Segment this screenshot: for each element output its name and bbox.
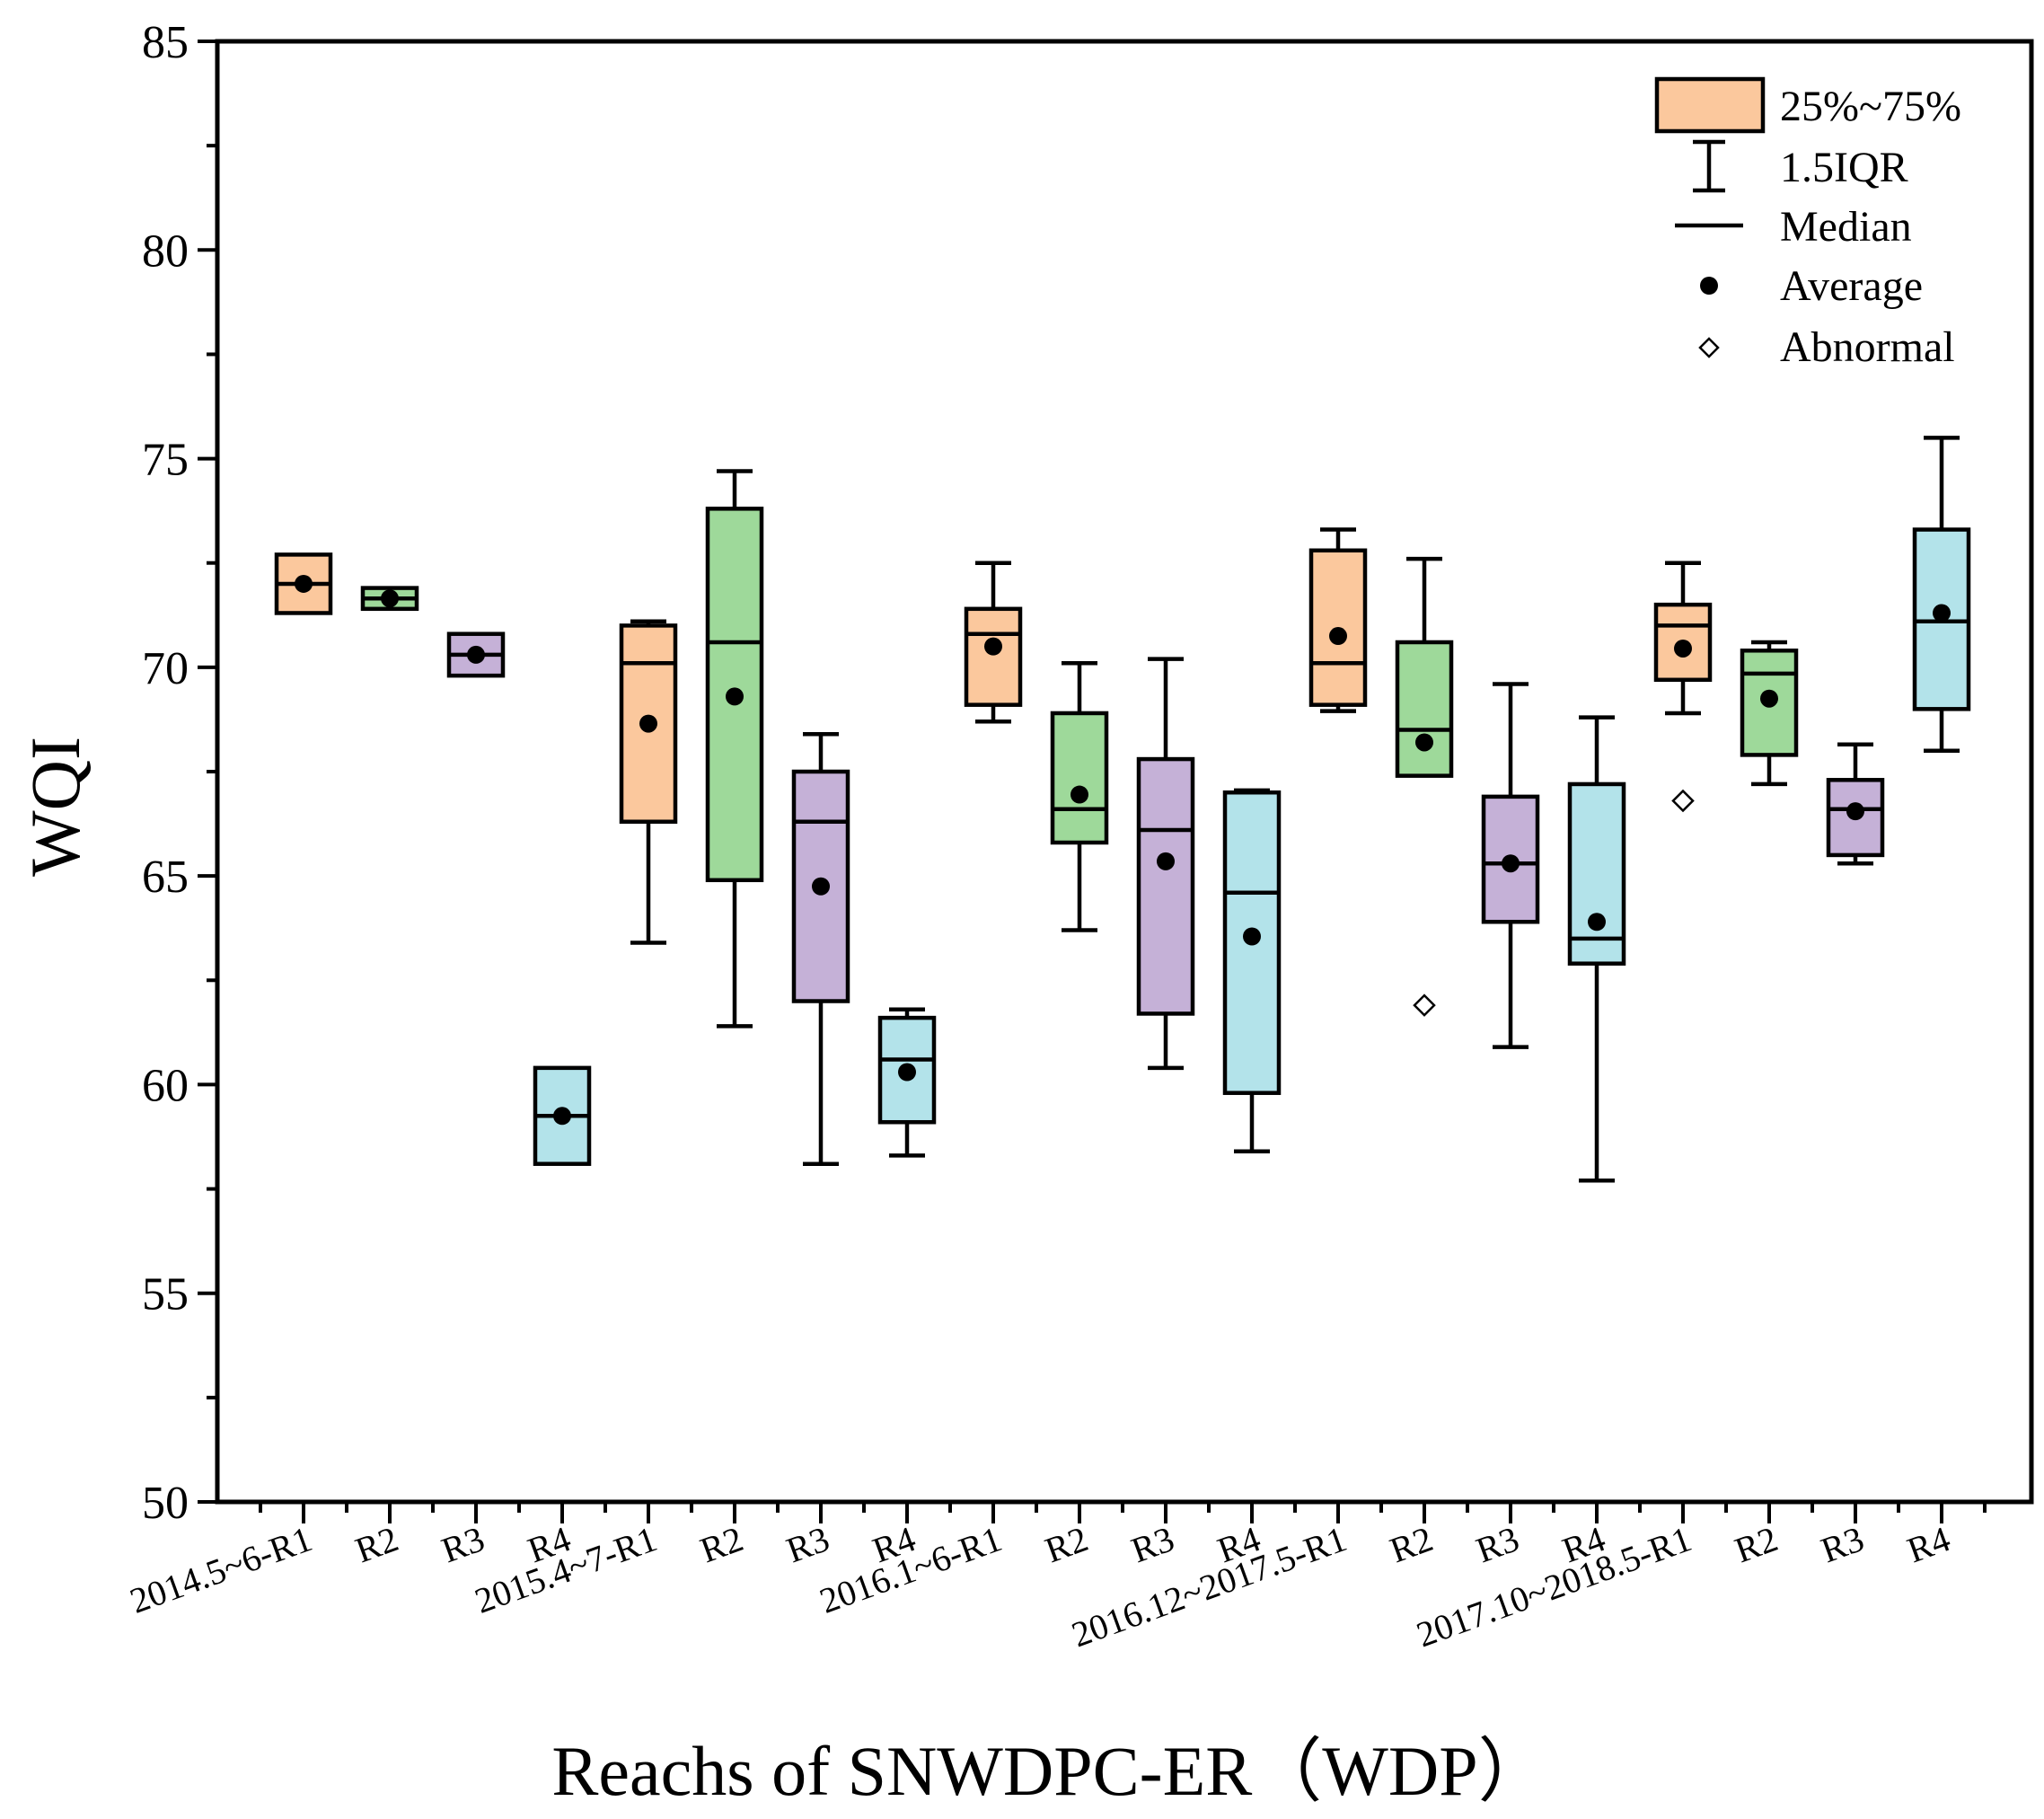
x-category-label: R2 bbox=[350, 1518, 403, 1570]
box-group bbox=[1740, 640, 1799, 787]
legend-mean-swatch bbox=[1700, 277, 1718, 295]
x-category-label: R3 bbox=[1126, 1518, 1179, 1570]
iqr-box bbox=[1567, 781, 1626, 966]
x-category-label: R3 bbox=[436, 1518, 489, 1570]
iqr-box bbox=[1395, 640, 1454, 778]
box-group bbox=[533, 1065, 592, 1166]
mean-point bbox=[381, 589, 399, 608]
iqr-box bbox=[1222, 790, 1282, 1095]
legend-label-mean: Average bbox=[1780, 262, 1923, 310]
mean-point bbox=[812, 877, 830, 896]
x-category-label: R2 bbox=[1040, 1518, 1093, 1570]
mean-point bbox=[1588, 913, 1606, 932]
x-category-label: R3 bbox=[781, 1518, 834, 1570]
box-group bbox=[1481, 682, 1540, 1049]
mean-point bbox=[553, 1107, 571, 1126]
x-axis-title: Reachs of SNWDPC-ER（WDP） bbox=[551, 1732, 1547, 1810]
box-group bbox=[705, 469, 764, 1029]
box-group bbox=[619, 619, 678, 945]
mean-point bbox=[1846, 802, 1864, 821]
mean-point bbox=[1933, 604, 1951, 623]
iqr-box bbox=[1136, 756, 1195, 1016]
iqr-box bbox=[964, 606, 1023, 707]
mean-point bbox=[1157, 852, 1175, 870]
x-category-label: 2014.5~6-R1 bbox=[125, 1518, 317, 1621]
legend-label-whisker: 1.5IQR bbox=[1780, 144, 1908, 191]
mean-point bbox=[1674, 639, 1692, 658]
box-group bbox=[1653, 561, 1713, 813]
y-tick-label: 55 bbox=[142, 1269, 189, 1320]
box-group bbox=[274, 552, 333, 615]
legend-label-median: Median bbox=[1780, 203, 1912, 251]
y-tick-label: 50 bbox=[142, 1478, 189, 1529]
mean-point bbox=[1760, 689, 1778, 708]
outlier-point bbox=[1671, 789, 1695, 813]
mean-point bbox=[1502, 854, 1520, 873]
box-group bbox=[1222, 788, 1282, 1154]
mean-point bbox=[639, 714, 657, 733]
box-group bbox=[1050, 660, 1109, 932]
x-category-label: R4 bbox=[1902, 1518, 1955, 1570]
box-group bbox=[1308, 527, 1368, 713]
iqr-box bbox=[619, 623, 678, 824]
y-tick-label: 80 bbox=[142, 225, 189, 277]
box-group bbox=[877, 1007, 937, 1158]
x-category-label: R3 bbox=[1816, 1518, 1869, 1570]
mean-point bbox=[1415, 733, 1433, 752]
iqr-box bbox=[1050, 711, 1109, 845]
box-group bbox=[360, 586, 419, 612]
box-group bbox=[446, 631, 506, 678]
box-group bbox=[1567, 715, 1626, 1183]
box-group bbox=[1395, 556, 1454, 1017]
y-tick-label: 65 bbox=[142, 852, 189, 903]
x-category-label: R2 bbox=[695, 1518, 748, 1570]
mean-point bbox=[1329, 627, 1347, 646]
x-category-label: 2017.10~2018.5-R1 bbox=[1411, 1518, 1696, 1655]
iqr-box bbox=[1308, 548, 1368, 707]
y-tick-label: 60 bbox=[142, 1060, 189, 1111]
x-category-label: R2 bbox=[1730, 1518, 1783, 1570]
y-axis-title: WQI bbox=[16, 737, 94, 877]
legend-label-box: 25%~75% bbox=[1780, 83, 1961, 130]
mean-point bbox=[295, 574, 313, 593]
mean-point bbox=[726, 687, 744, 706]
mean-point bbox=[984, 637, 1002, 656]
plot-frame bbox=[215, 39, 2034, 1505]
box-group bbox=[1136, 657, 1195, 1071]
box-group bbox=[1826, 742, 1885, 866]
y-tick-label: 75 bbox=[142, 435, 189, 486]
mean-point bbox=[467, 645, 485, 664]
legend-box-swatch bbox=[1654, 76, 1766, 134]
legend-label-outlier: Abnormal bbox=[1780, 323, 1955, 371]
y-tick-label: 85 bbox=[142, 17, 189, 68]
legend: 25%~75% 1.5IQR Median Average Abnormal bbox=[1654, 76, 1961, 371]
mean-point bbox=[1070, 785, 1088, 804]
x-category-label: 2016.12~2017.5-R1 bbox=[1066, 1518, 1352, 1655]
mean-point bbox=[1243, 927, 1261, 946]
mean-point bbox=[898, 1063, 916, 1082]
y-tick-label: 70 bbox=[142, 643, 189, 694]
legend-outlier-swatch bbox=[1698, 337, 1720, 358]
box-group bbox=[964, 561, 1023, 724]
x-category-label: R2 bbox=[1385, 1518, 1438, 1570]
box-group bbox=[791, 731, 850, 1166]
box-group bbox=[1912, 436, 1971, 754]
outlier-point bbox=[1413, 993, 1436, 1017]
x-category-label: R3 bbox=[1471, 1518, 1524, 1570]
